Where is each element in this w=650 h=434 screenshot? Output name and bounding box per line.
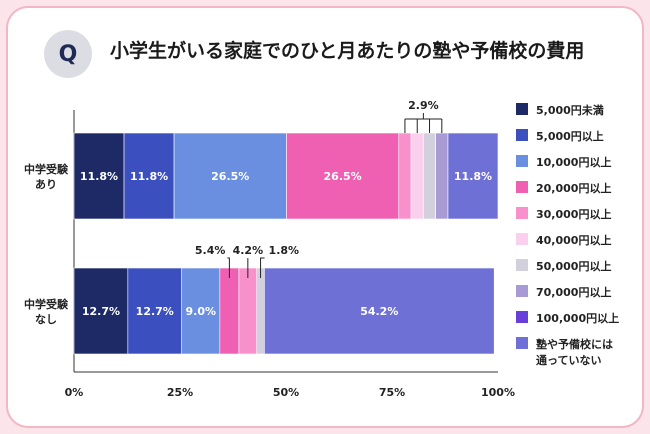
annotation-label: 4.2% (233, 244, 264, 257)
legend-label: 5,000円未満 (536, 103, 604, 117)
bar-segment (423, 132, 436, 220)
data-label: 54.2% (360, 305, 398, 318)
annotation-leader (260, 257, 265, 278)
data-label: 11.8% (454, 170, 492, 183)
bar-segment (219, 267, 240, 355)
legend-swatch (516, 259, 528, 271)
data-label: 26.5% (211, 170, 249, 183)
legend-swatch (516, 311, 528, 323)
annotation-label: 1.8% (269, 244, 300, 257)
x-tick-label: 25% (167, 386, 193, 399)
bar-segment (181, 267, 221, 355)
legend-swatch (516, 285, 528, 297)
legend-label: 50,000円以上 (536, 259, 611, 273)
bar-segment (73, 132, 125, 220)
annotation-label: 5.4% (195, 244, 226, 257)
bar-segment (173, 132, 287, 220)
bar-segment (127, 267, 182, 355)
annotation-label: 2.9% (408, 99, 439, 112)
legend-swatch (516, 337, 528, 349)
legend-label: 10,000円以上 (536, 155, 611, 169)
bar-segment (123, 132, 175, 220)
question-badge: Q (44, 30, 92, 78)
legend-swatch (516, 207, 528, 219)
bar-segment (435, 132, 449, 220)
x-tick-label: 50% (273, 386, 299, 399)
legend-label: 30,000円以上 (536, 207, 611, 221)
chart-title: 小学生がいる家庭でのひと月あたりの塾や予備校の費用 (110, 40, 585, 62)
legend-label: 通っていない (536, 354, 601, 367)
data-label: 12.7% (82, 305, 120, 318)
bar-segment (447, 132, 499, 220)
legend-swatch (516, 103, 528, 115)
x-tick-label: 75% (379, 386, 405, 399)
data-label: 11.8% (80, 170, 118, 183)
legend-swatch (516, 129, 528, 141)
category-label: あり (35, 178, 57, 191)
legend-label: 70,000円以上 (536, 285, 611, 299)
bar-segment (286, 132, 400, 220)
x-tick-label: 100% (481, 386, 515, 399)
x-tick-label: 0% (65, 386, 84, 399)
legend-label: 5,000円以上 (536, 129, 604, 143)
category-label: 中学受験 (24, 297, 69, 311)
data-label: 11.8% (130, 170, 168, 183)
data-label: 26.5% (324, 170, 362, 183)
legend-swatch (516, 181, 528, 193)
annotation-leader (227, 257, 230, 278)
legend-label: 100,000円以上 (536, 311, 619, 325)
legend-label: 20,000円以上 (536, 181, 611, 195)
category-label: なし (35, 313, 57, 326)
legend-swatch (516, 233, 528, 245)
bar-segment (238, 267, 258, 355)
bar-segment (398, 132, 412, 220)
bar-segment (264, 267, 495, 355)
bar-segment (410, 132, 424, 220)
data-label: 9.0% (186, 305, 217, 318)
legend-label: 40,000円以上 (536, 233, 611, 247)
data-label: 12.7% (136, 305, 174, 318)
legend-label: 塾や予備校には (536, 337, 613, 351)
legend-swatch (516, 155, 528, 167)
category-label: 中学受験 (24, 162, 69, 176)
bar-segment (256, 267, 265, 355)
